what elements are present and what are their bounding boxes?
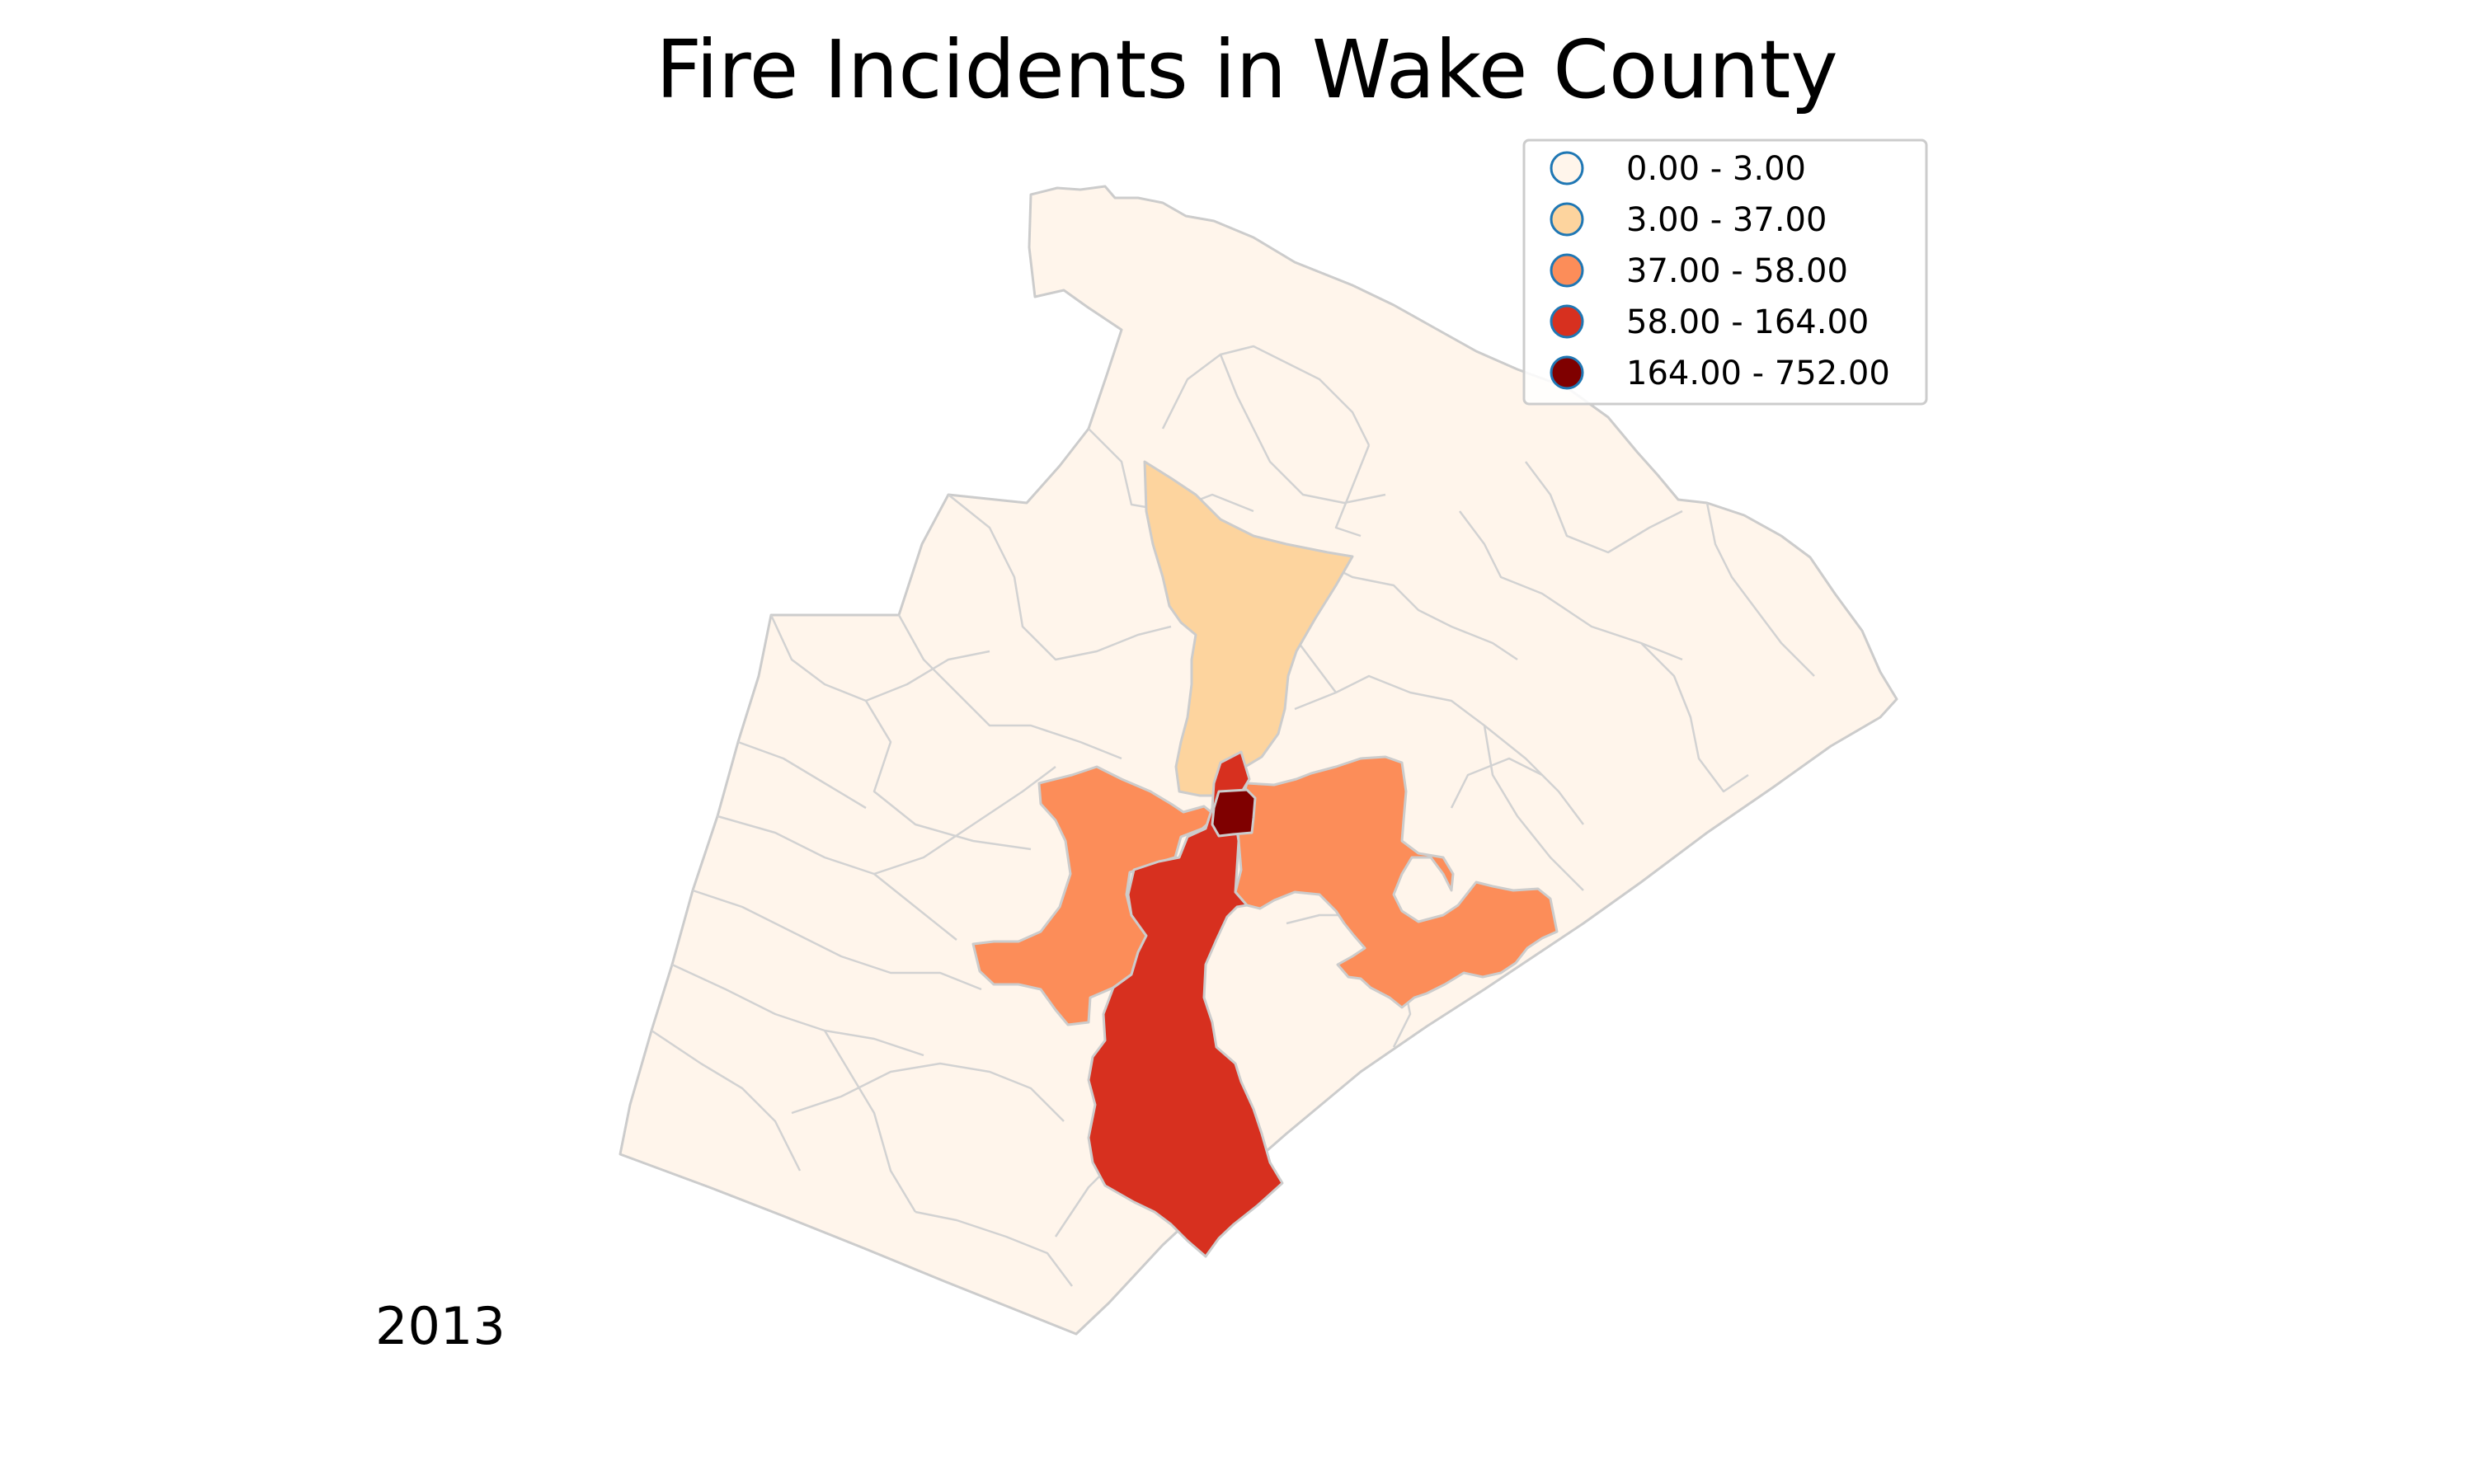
legend-swatch — [1550, 151, 1584, 186]
legend-label: 164.00 - 752.00 — [1626, 355, 1890, 392]
choropleth-map — [618, 185, 1898, 1336]
legend-item: 37.00 - 58.00 — [1550, 252, 1848, 290]
region-south-zone[interactable] — [1087, 750, 1284, 1258]
legend-swatch — [1550, 355, 1584, 390]
legend-item: 0.00 - 3.00 — [1550, 150, 1806, 188]
legend-label: 0.00 - 3.00 — [1626, 150, 1806, 188]
legend-item: 164.00 - 752.00 — [1550, 355, 1890, 392]
year-label: 2013 — [375, 1296, 506, 1356]
map-legend: 0.00 - 3.00 3.00 - 37.00 37.00 - 58.00 58.0… — [1522, 139, 1928, 406]
legend-swatch — [1550, 202, 1584, 237]
legend-swatch — [1550, 304, 1584, 339]
legend-frame — [1522, 139, 1928, 406]
region-downtown[interactable] — [1211, 788, 1257, 838]
legend-label: 3.00 - 37.00 — [1626, 201, 1827, 239]
legend-label: 58.00 - 164.00 — [1626, 303, 1869, 341]
legend-item: 3.00 - 37.00 — [1550, 201, 1827, 239]
map-title: Fire Incidents in Wake County — [656, 23, 1838, 116]
region-east-zone[interactable] — [1234, 755, 1559, 1009]
legend-swatch — [1550, 253, 1584, 288]
region-boundaries — [651, 345, 1815, 1287]
legend-item: 58.00 - 164.00 — [1550, 303, 1869, 341]
legend-label: 37.00 - 58.00 — [1626, 252, 1848, 290]
